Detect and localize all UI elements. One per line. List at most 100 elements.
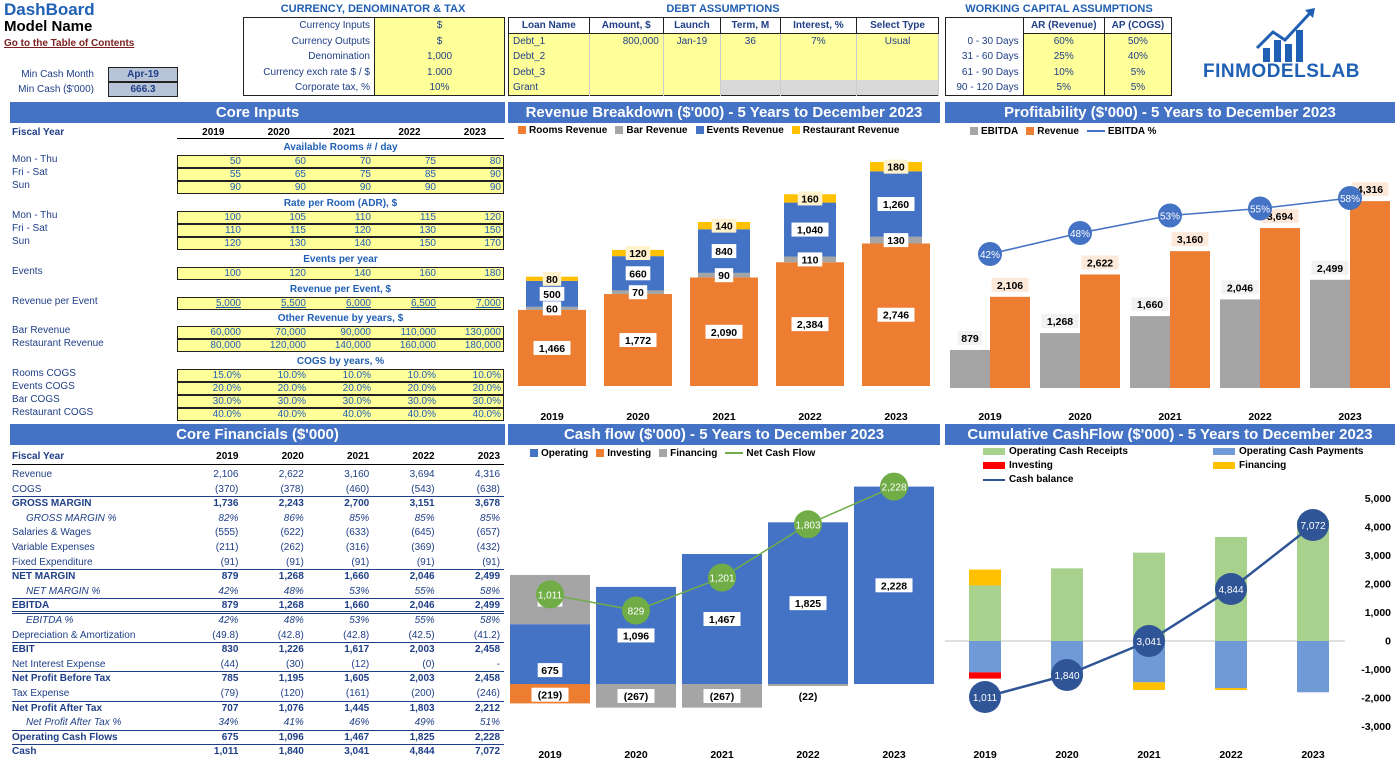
other-revenue-label: Bar Revenue bbox=[12, 325, 71, 336]
ebitda-bar bbox=[950, 349, 990, 388]
fin-row: EBIT 830 1,226 1,617 2,003 2,458 bbox=[12, 643, 504, 658]
revenue-data-label-bg bbox=[628, 285, 648, 300]
financing-label: (22) bbox=[799, 691, 818, 703]
x-tick-label: 2019 bbox=[538, 749, 562, 761]
debt-row: Debt_3 bbox=[508, 64, 939, 81]
operating-label-bg bbox=[703, 612, 741, 627]
fin-row-value: 3,160 bbox=[344, 469, 370, 480]
debt-cell: 36 bbox=[720, 33, 781, 49]
revenue-data-label: 840 bbox=[715, 246, 733, 258]
fin-row-value: 4,316 bbox=[475, 469, 501, 480]
net-cash-label: 1,011 bbox=[538, 590, 563, 601]
debt-header-row: Loan Name Amount, $ Launch Term, M Interest,… bbox=[508, 17, 939, 34]
wc-value: 5% bbox=[1103, 64, 1172, 81]
cogs-value: 10.0% bbox=[407, 370, 436, 381]
fin-row: COGS (370) (378) (460) (543) (638) bbox=[12, 483, 504, 498]
fin-row-label: Net Profit Before Tax bbox=[12, 673, 111, 685]
revenue-data-label: 1,772 bbox=[625, 335, 651, 347]
rooms-value: 90 bbox=[489, 182, 501, 193]
fin-year-header: 2023 bbox=[477, 451, 501, 462]
table-of-contents-link[interactable]: Go to the Table of Contents bbox=[4, 38, 135, 49]
debt-cell bbox=[720, 64, 781, 81]
fin-row: Net Profit Before Tax 785 1,195 1,605 2,003 2… bbox=[12, 672, 504, 687]
revenue-bar bbox=[1260, 228, 1300, 388]
financing-label: (267) bbox=[710, 691, 735, 703]
financing-label-bg bbox=[617, 689, 655, 703]
x-tick-label: 2019 bbox=[540, 411, 564, 423]
fin-row: Depreciation & Amortization (49.8) (42.8) (… bbox=[12, 629, 504, 644]
cash-balance-marker bbox=[1215, 573, 1247, 605]
fin-row: Net Interest Expense (44) (30) (12) (0) - bbox=[12, 658, 504, 673]
cogs-value: 30.0% bbox=[342, 396, 371, 407]
fin-row-value: 46% bbox=[349, 717, 370, 729]
legend-swatch bbox=[695, 126, 704, 135]
fin-row-value: (91) bbox=[220, 556, 239, 568]
adr-title: Rate per Room (ADR), $ bbox=[283, 198, 398, 209]
legend-label: Operating bbox=[541, 448, 589, 459]
cogs-label: Bar COGS bbox=[12, 394, 60, 405]
revenue-data-label: 180 bbox=[887, 162, 905, 174]
other-revenue-value: 110,000 bbox=[400, 327, 436, 338]
revenue-label: 2,106 bbox=[997, 280, 1023, 292]
fin-row-value: 3,694 bbox=[409, 469, 435, 480]
revenue-data-label: 2,384 bbox=[797, 319, 823, 331]
fin-row: Fixed Expenditure (91) (91) (91) (91) (91) bbox=[12, 556, 504, 571]
wc-table: AR (Revenue) AP (COGS) 0 - 30 Days 60% 50% 31… bbox=[945, 17, 1173, 97]
y-tick-label: 1,000 bbox=[1365, 607, 1391, 619]
revenue-per-event-value: 6,000 bbox=[345, 298, 371, 309]
fin-row-value: 2,622 bbox=[278, 469, 304, 480]
x-tick-label: 2020 bbox=[1068, 411, 1092, 423]
rooms-value: 60 bbox=[294, 156, 306, 167]
fin-row: Revenue 2,106 2,622 3,160 3,694 4,316 bbox=[12, 468, 504, 483]
min-cash-month-value: Apr-19 bbox=[108, 67, 178, 82]
cogs-value: 40.0% bbox=[212, 409, 241, 420]
revenue-per-event-value: 5,000 bbox=[215, 298, 241, 309]
other-revenue-value: 160,000 bbox=[399, 340, 436, 351]
debt-header: Select Type bbox=[856, 17, 939, 34]
fin-row-value: 1,840 bbox=[278, 746, 304, 758]
ebitda-label: 2,499 bbox=[1317, 263, 1343, 275]
financing-bar bbox=[969, 569, 1001, 586]
revenue-data-label-bg bbox=[797, 191, 823, 206]
fin-row-value: 4,844 bbox=[409, 746, 435, 758]
fin-row-value: 830 bbox=[221, 644, 239, 656]
x-tick-label: 2023 bbox=[1301, 749, 1325, 761]
operating-label-bg bbox=[537, 663, 563, 678]
legend-item: Bar Revenue bbox=[615, 125, 688, 136]
fin-row-value: 2,106 bbox=[213, 469, 239, 480]
revenue-data-label-bg bbox=[791, 222, 829, 237]
fin-row-value: 2,003 bbox=[409, 644, 435, 656]
legend-label: Investing bbox=[607, 448, 652, 459]
wc-row: 90 - 120 Days 5% 5% bbox=[946, 80, 1172, 96]
fin-row-value: 1,268 bbox=[278, 571, 304, 583]
legend-label: Cash balance bbox=[1009, 474, 1074, 485]
revenue-data-label-bg bbox=[877, 307, 915, 322]
adr-value: 115 bbox=[290, 225, 306, 236]
debt-cell: Jan-19 bbox=[663, 33, 721, 49]
events-values: 100 120 140 160 180 bbox=[177, 267, 504, 280]
cash-balance-label: 1,840 bbox=[1054, 671, 1079, 682]
fin-row-value: 1,096 bbox=[278, 731, 304, 743]
debt-table: Loan Name Amount, $ Launch Term, M Interest,… bbox=[508, 17, 939, 97]
fin-row-value: (460) bbox=[345, 483, 370, 495]
fin-row-value: 1,268 bbox=[278, 600, 304, 612]
adr-label: Mon - Thu bbox=[12, 210, 58, 221]
cash-balance-label: 3,041 bbox=[1136, 637, 1161, 648]
currency-value: 10% bbox=[374, 80, 505, 96]
x-tick-label: 2023 bbox=[882, 749, 906, 761]
currency-row: Currency Outputs $ bbox=[244, 33, 505, 49]
debt-cell: 800,000 bbox=[589, 33, 664, 49]
revenue-data-label: 90 bbox=[718, 270, 730, 282]
currency-row: Currency exch rate $ / $ 1.000 bbox=[244, 64, 505, 81]
currency-value: $ bbox=[374, 33, 505, 49]
fin-row-value: (0) bbox=[422, 658, 435, 670]
cogs-value: 10.0% bbox=[472, 370, 501, 381]
legend-line-swatch bbox=[983, 478, 1005, 481]
ebitda-pct-label: 53% bbox=[1160, 212, 1180, 223]
debt-cell: 7% bbox=[780, 33, 858, 49]
legend-item: EBITDA bbox=[970, 126, 1018, 137]
fin-row-label: Tax Expense bbox=[12, 688, 70, 699]
adr-value: 130 bbox=[289, 238, 306, 249]
fin-row: Cash 1,011 1,840 3,041 4,844 7,072 bbox=[12, 745, 504, 760]
fin-row-label: GROSS MARGIN bbox=[12, 498, 92, 510]
